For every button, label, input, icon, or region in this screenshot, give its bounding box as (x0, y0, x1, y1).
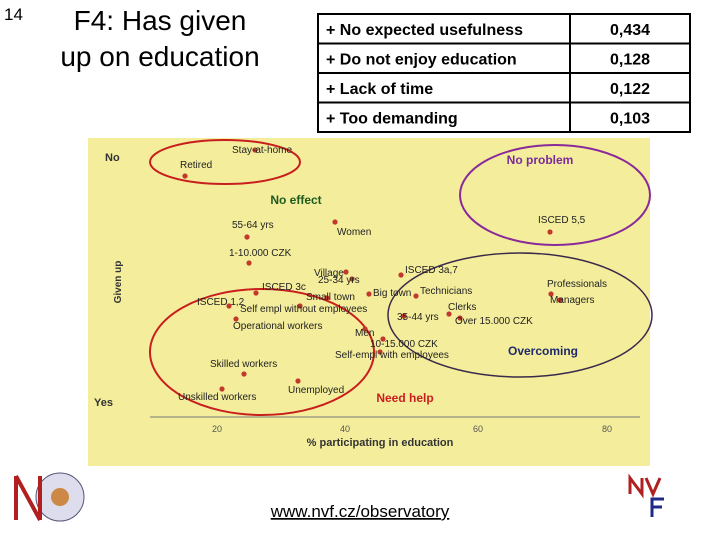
slide-title: up on education (60, 41, 259, 72)
slide-number: 14 (4, 5, 23, 24)
point-dot (241, 371, 247, 377)
point-dot (246, 260, 252, 266)
point-dot (377, 349, 383, 355)
y-top-label: No (105, 152, 120, 164)
point-label: ISCED 3c (262, 282, 306, 293)
point-label: Self-empl with employees (335, 350, 449, 361)
group-label: No effect (270, 193, 321, 207)
table-cell: + Lack of time (326, 81, 433, 98)
point-dot (295, 378, 301, 384)
table-cell: + Too demanding (326, 110, 458, 127)
point-label: Technicians (420, 286, 472, 297)
left-logo (14, 472, 85, 522)
footer-url[interactable]: www.nvf.cz/observatory (270, 502, 450, 521)
point-label: Clerks (448, 302, 476, 313)
point-label: Stay-at-home (232, 145, 292, 156)
point-label: Skilled workers (210, 359, 277, 370)
table-cell: 0,128 (610, 51, 650, 68)
point-dot (343, 269, 349, 275)
point-label: Men (355, 328, 374, 339)
point-dot (233, 316, 239, 322)
point-dot (332, 219, 338, 225)
group-label: No problem (507, 153, 574, 167)
point-label: ISCED 3a,7 (405, 265, 458, 276)
table: + No expected usefulness 0,434 + Do not en… (317, 13, 691, 133)
x-tick-label: 80 (602, 424, 612, 434)
point-label: 25-34 yrs (318, 275, 360, 286)
point-label: ISCED 1,2 (197, 297, 245, 308)
y-bottom-label: Yes (94, 397, 113, 409)
point-label: ISCED 5,5 (538, 215, 586, 226)
point-label: Operational workers (233, 321, 322, 332)
point-dot (446, 311, 452, 317)
point-dot (548, 291, 554, 297)
point-label: 55-64 yrs (232, 220, 274, 231)
point-label: Unemployed (288, 385, 344, 396)
point-label: Over 15.000 CZK (455, 316, 533, 327)
point-dot (366, 291, 372, 297)
table-cell: 0,103 (610, 110, 650, 127)
y-axis-label: Given up (113, 261, 124, 304)
x-tick-label: 20 (212, 424, 222, 434)
point-dot (324, 295, 330, 301)
group-ellipse (149, 139, 301, 185)
point-dot (413, 293, 419, 299)
table-row (317, 101, 691, 133)
x-tick-label: 60 (473, 424, 483, 434)
group-label: Need help (376, 391, 433, 405)
diagram-background (88, 138, 650, 466)
point-label: 10-15.000 CZK (370, 339, 438, 350)
table-cell: 0,122 (610, 81, 650, 98)
point-dot (547, 229, 553, 235)
table-row (317, 72, 691, 104)
point-label: 1-10.000 CZK (229, 248, 292, 259)
table-cell: 0,434 (610, 22, 650, 39)
x-tick-label: 40 (340, 424, 350, 434)
point-label: Women (337, 227, 371, 238)
table-row (317, 13, 691, 45)
point-dot (297, 303, 303, 309)
point-label: Small town (306, 292, 355, 303)
point-label: Big town (373, 288, 411, 299)
group-ellipse (149, 288, 375, 416)
point-label: Professionals (547, 279, 607, 290)
point-dot (398, 272, 404, 278)
table-cell: + No expected usefulness (326, 22, 523, 39)
group-label: Overcoming (508, 344, 578, 358)
group-ellipse (387, 252, 653, 378)
x-axis-label: % participating in education (307, 437, 454, 449)
slide-title: F4: Has given (74, 5, 247, 36)
point-label: 35-44 yrs (397, 312, 439, 323)
point-dot (457, 315, 463, 321)
point-dot (244, 234, 250, 240)
point-dot (557, 297, 563, 303)
point-dot (401, 313, 407, 319)
right-logo (628, 473, 664, 517)
point-dot (226, 303, 232, 309)
point-dot (362, 326, 368, 332)
point-dot (182, 173, 188, 179)
point-label: Retired (180, 160, 212, 171)
point-dot (349, 276, 355, 282)
point-label: Village (314, 268, 344, 279)
point-label: Unskilled workers (178, 392, 256, 403)
table-row (317, 42, 691, 74)
point-label: Self empl without employees (240, 304, 367, 315)
point-dot (253, 290, 259, 296)
table-cell: + Do not enjoy education (326, 51, 517, 68)
point-dot (219, 386, 225, 392)
point-dot (252, 147, 258, 153)
point-dot (380, 336, 386, 342)
group-ellipse (459, 144, 651, 246)
point-label: Managers (550, 295, 594, 306)
